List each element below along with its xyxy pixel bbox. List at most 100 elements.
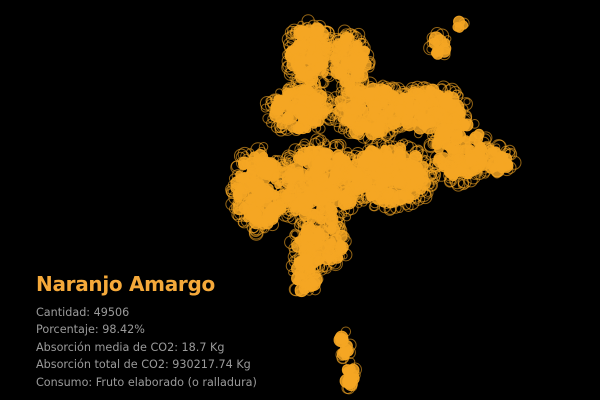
tree-point: [423, 139, 438, 153]
tree-point: [286, 171, 294, 179]
tree-point: [405, 82, 420, 97]
tree-point: [340, 252, 348, 260]
tree-point: [435, 119, 446, 130]
tree-point: [248, 226, 264, 241]
tree-point: [387, 111, 398, 122]
tree-point: [440, 96, 455, 111]
tree-point: [345, 100, 360, 115]
tree-point: [363, 87, 376, 100]
tree-point: [265, 161, 276, 171]
tree-point: [352, 86, 365, 99]
tree-point: [428, 37, 440, 49]
tree-point: [283, 82, 296, 95]
tree-point: [428, 173, 438, 184]
tree-point: [281, 54, 295, 68]
tree-point: [284, 235, 298, 249]
tree-point: [267, 101, 276, 109]
tree-point: [354, 195, 364, 205]
tree-point: [347, 167, 363, 182]
tree-point: [276, 98, 285, 108]
tree-point: [314, 241, 323, 250]
tree-point: [298, 71, 308, 82]
tree-point: [315, 123, 326, 134]
tree-point: [300, 206, 311, 217]
tree-point: [238, 202, 250, 214]
tree-point: [335, 140, 345, 151]
tree-point: [350, 52, 359, 62]
tree-point: [460, 118, 474, 132]
tree-point: [336, 347, 350, 361]
tree-point: [289, 230, 299, 240]
tree-point: [330, 53, 339, 62]
tree-point: [392, 174, 407, 189]
info-panel: Naranjo Amargo Cantidad: 49506 Porcentaj…: [36, 272, 257, 391]
tree-point: [339, 171, 352, 185]
tree-point: [328, 226, 336, 235]
tree-point: [413, 111, 428, 126]
tree-point: [337, 31, 350, 44]
tree-point: [240, 216, 251, 227]
tree-point: [462, 135, 471, 144]
tree-point: [401, 114, 413, 126]
tree-point: [246, 167, 257, 178]
tree-point: [343, 338, 357, 352]
tree-point: [388, 127, 399, 137]
species-title: Naranjo Amargo: [36, 272, 215, 296]
tree-point: [340, 92, 348, 100]
tree-point: [392, 190, 408, 206]
tree-point: [346, 61, 356, 70]
tree-point: [396, 86, 410, 99]
tree-point: [315, 134, 327, 146]
tree-point: [233, 148, 249, 164]
tree-point: [438, 48, 451, 61]
tree-point: [308, 44, 317, 54]
tree-point: [313, 251, 322, 259]
tree-point: [324, 97, 339, 112]
tree-point: [309, 218, 322, 231]
tree-point: [337, 125, 348, 135]
tree-point: [334, 330, 349, 345]
tree-point: [458, 20, 469, 30]
tree-point: [360, 121, 372, 133]
tree-point: [316, 205, 325, 215]
tree-point: [289, 43, 301, 55]
tree-point: [300, 41, 309, 50]
tree-point: [351, 185, 364, 198]
tree-point: [409, 151, 423, 166]
total-absorption-text: Absorción total de CO2: 930217.74 Kg: [36, 358, 251, 372]
tree-point: [300, 82, 316, 97]
tree-point: [299, 253, 313, 268]
tree-point: [300, 278, 311, 289]
tree-point: [342, 374, 357, 390]
tree-point: [282, 111, 293, 122]
tree-point: [337, 241, 349, 253]
tree-point: [409, 84, 422, 97]
tree-point: [342, 364, 350, 373]
tree-point: [284, 83, 292, 92]
tree-point: [335, 68, 345, 78]
tree-point: [310, 115, 322, 127]
tree-point: [258, 142, 269, 152]
tree-point: [277, 163, 286, 172]
tree-point: [298, 240, 310, 252]
tree-point: [313, 269, 322, 278]
tree-point: [281, 32, 297, 47]
tree-point: [473, 167, 483, 177]
tree-point: [332, 106, 340, 114]
tree-point: [406, 165, 421, 180]
tree-point: [304, 168, 313, 177]
tree-point: [282, 49, 293, 61]
consumption-text: Consumo: Fruto elaborado (o ralladura): [36, 375, 257, 389]
tree-point: [450, 145, 459, 155]
tree-point: [292, 104, 308, 120]
tree-point: [496, 163, 507, 174]
tree-point: [253, 155, 262, 164]
tree-point: [308, 265, 316, 273]
tree-point: [368, 160, 380, 172]
tree-point: [362, 194, 371, 203]
tree-point: [228, 173, 239, 184]
tree-point: [361, 46, 370, 55]
tree-point: [352, 30, 360, 38]
tree-point: [322, 249, 336, 263]
